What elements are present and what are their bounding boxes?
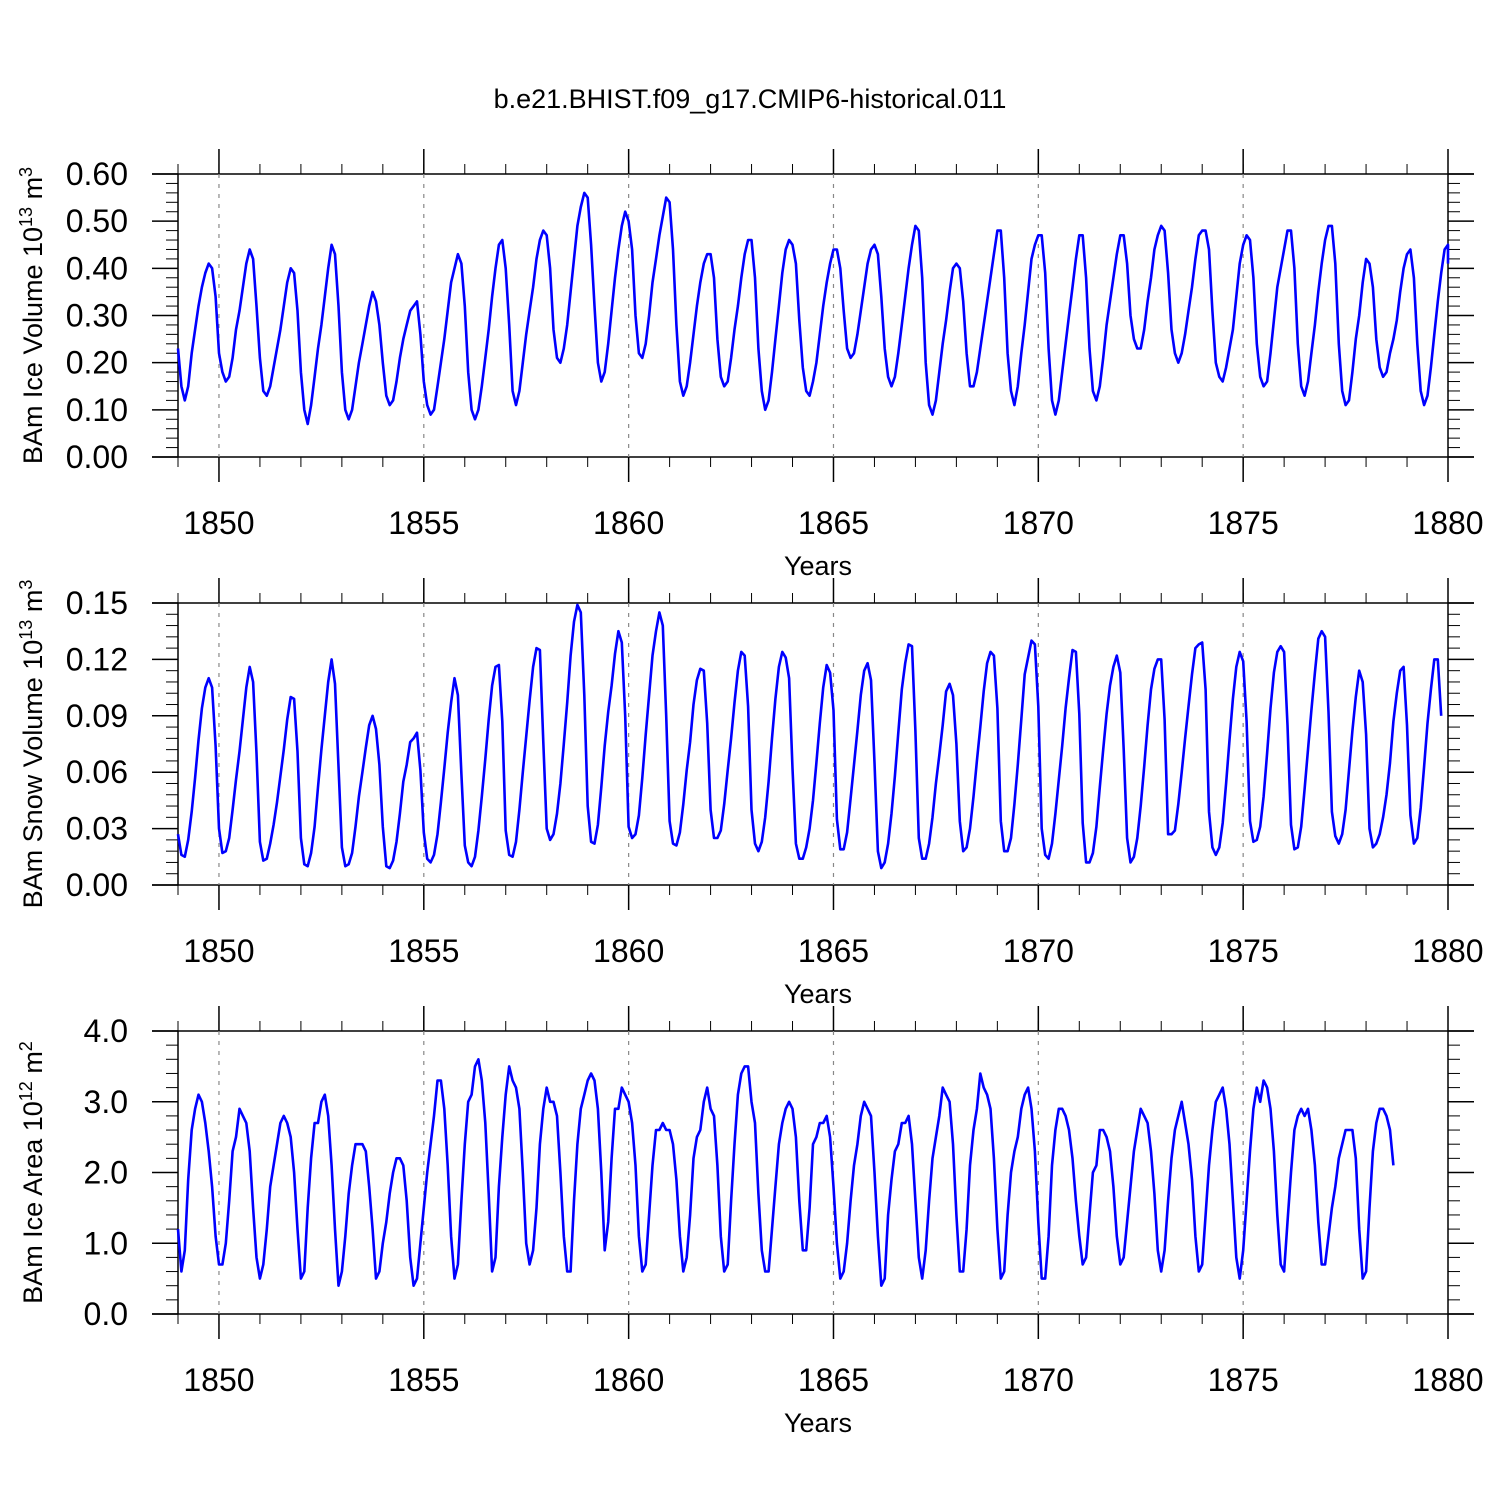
y-tick-label: 0.00 [66, 439, 128, 475]
x-tick-label: 1860 [593, 505, 664, 541]
y-tick-label: 0.60 [66, 156, 128, 192]
x-tick-label: 1875 [1208, 505, 1279, 541]
y-axis-label-exponent: 12 [16, 1081, 36, 1101]
y-tick-label: 0.15 [66, 585, 128, 621]
figure-title: b.e21.BHIST.f09_g17.CMIP6-historical.011 [493, 84, 1007, 114]
y-tick-label: 0.06 [66, 754, 128, 790]
y-axis-label: BAm Ice Area 1012 m2 [16, 1041, 48, 1304]
y-tick-label: 0.03 [66, 811, 128, 847]
x-tick-label: 1865 [798, 1362, 869, 1398]
y-axis-label-main: BAm Ice Volume 10 [18, 227, 48, 464]
x-tick-label: 1850 [183, 1362, 254, 1398]
x-axis-label: Years [784, 979, 852, 1009]
y-tick-label: 0.00 [66, 867, 128, 903]
x-tick-label: 1870 [1003, 1362, 1074, 1398]
snow-volume-panel: 1850 1855 1860 1865 1870 1875 1880 Years 0.00 0.0… [16, 578, 1484, 1009]
y-axis-label-unit: m [18, 590, 48, 620]
ice-volume-panel: 1850 1855 1860 1865 1870 1875 1880 Years 0.00 0.1… [16, 149, 1484, 581]
y-tick-label: 3.0 [84, 1084, 128, 1120]
x-tick-label: 1865 [798, 505, 869, 541]
x-tick-label: 1875 [1208, 933, 1279, 969]
y-axis-label-unit-exponent: 3 [16, 580, 36, 590]
x-tick-label: 1855 [388, 933, 459, 969]
x-axis-label: Years [784, 1408, 852, 1438]
y-tick-label: 0.50 [66, 203, 128, 239]
y-axis-label-exponent: 13 [16, 620, 36, 640]
data-series-line [176, 191, 1450, 426]
y-tick-label: 0.20 [66, 345, 128, 381]
x-tick-label: 1865 [798, 933, 869, 969]
x-tick-label: 1870 [1003, 933, 1074, 969]
y-axis-label: BAm Snow Volume 1013 m3 [16, 580, 48, 909]
data-series-line [176, 1058, 1395, 1287]
y-axis-label-unit-exponent: 3 [16, 167, 36, 177]
y-axis-label-main: BAm Ice Area 10 [18, 1101, 48, 1304]
x-tick-label: 1850 [183, 933, 254, 969]
ice-area-panel: 1850 1855 1860 1865 1870 1875 1880 Years 0.0 1.0 2… [16, 1006, 1484, 1438]
y-tick-label: 0.40 [66, 250, 128, 286]
y-tick-label: 2.0 [84, 1155, 128, 1191]
x-tick-label: 1860 [593, 933, 664, 969]
y-axis-label-unit: m [18, 177, 48, 207]
y-tick-label: 4.0 [84, 1013, 128, 1049]
x-tick-label: 1880 [1412, 505, 1483, 541]
y-tick-label: 1.0 [84, 1225, 128, 1261]
x-tick-label: 1870 [1003, 505, 1074, 541]
y-tick-label: 0.09 [66, 698, 128, 734]
x-axis-label: Years [784, 551, 852, 581]
y-axis-label-unit: m [18, 1051, 48, 1081]
y-tick-label: 0.12 [66, 641, 128, 677]
x-tick-label: 1880 [1412, 1362, 1483, 1398]
y-axis-label: BAm Ice Volume 1013 m3 [16, 167, 48, 464]
x-tick-label: 1860 [593, 1362, 664, 1398]
data-series-line [176, 603, 1443, 870]
y-axis-label-unit-exponent: 2 [16, 1041, 36, 1051]
y-tick-label: 0.10 [66, 392, 128, 428]
x-tick-label: 1850 [183, 505, 254, 541]
x-tick-label: 1855 [388, 505, 459, 541]
y-tick-label: 0.0 [84, 1296, 128, 1332]
x-tick-label: 1880 [1412, 933, 1483, 969]
x-tick-label: 1875 [1208, 1362, 1279, 1398]
y-axis-label-main: BAm Snow Volume 10 [18, 640, 48, 909]
y-tick-label: 0.30 [66, 298, 128, 334]
x-tick-label: 1855 [388, 1362, 459, 1398]
y-axis-label-exponent: 13 [16, 207, 36, 227]
